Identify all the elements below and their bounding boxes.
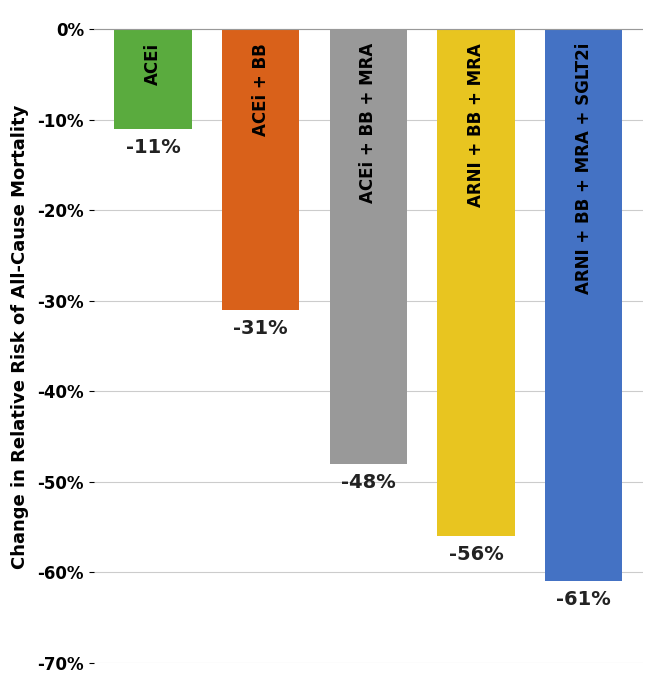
Bar <box>222 29 300 310</box>
Text: -61%: -61% <box>557 590 611 610</box>
Text: ARNI + BB + MRA: ARNI + BB + MRA <box>467 42 485 207</box>
Bar <box>330 29 407 464</box>
Bar <box>438 29 515 536</box>
Y-axis label: Change in Relative Risk of All-Cause Mortality: Change in Relative Risk of All-Cause Mor… <box>11 105 29 569</box>
Text: -11%: -11% <box>126 138 181 157</box>
Bar <box>114 29 192 129</box>
Text: ARNI + BB + MRA + SGLT2i: ARNI + BB + MRA + SGLT2i <box>575 42 593 294</box>
Text: -48%: -48% <box>341 473 396 492</box>
Text: ACEi: ACEi <box>144 42 162 85</box>
Text: ACEi + BB: ACEi + BB <box>252 42 269 136</box>
Text: ACEi + BB + MRA: ACEi + BB + MRA <box>359 42 377 203</box>
Text: -31%: -31% <box>233 319 288 338</box>
Text: -56%: -56% <box>449 545 504 564</box>
Bar <box>545 29 623 582</box>
